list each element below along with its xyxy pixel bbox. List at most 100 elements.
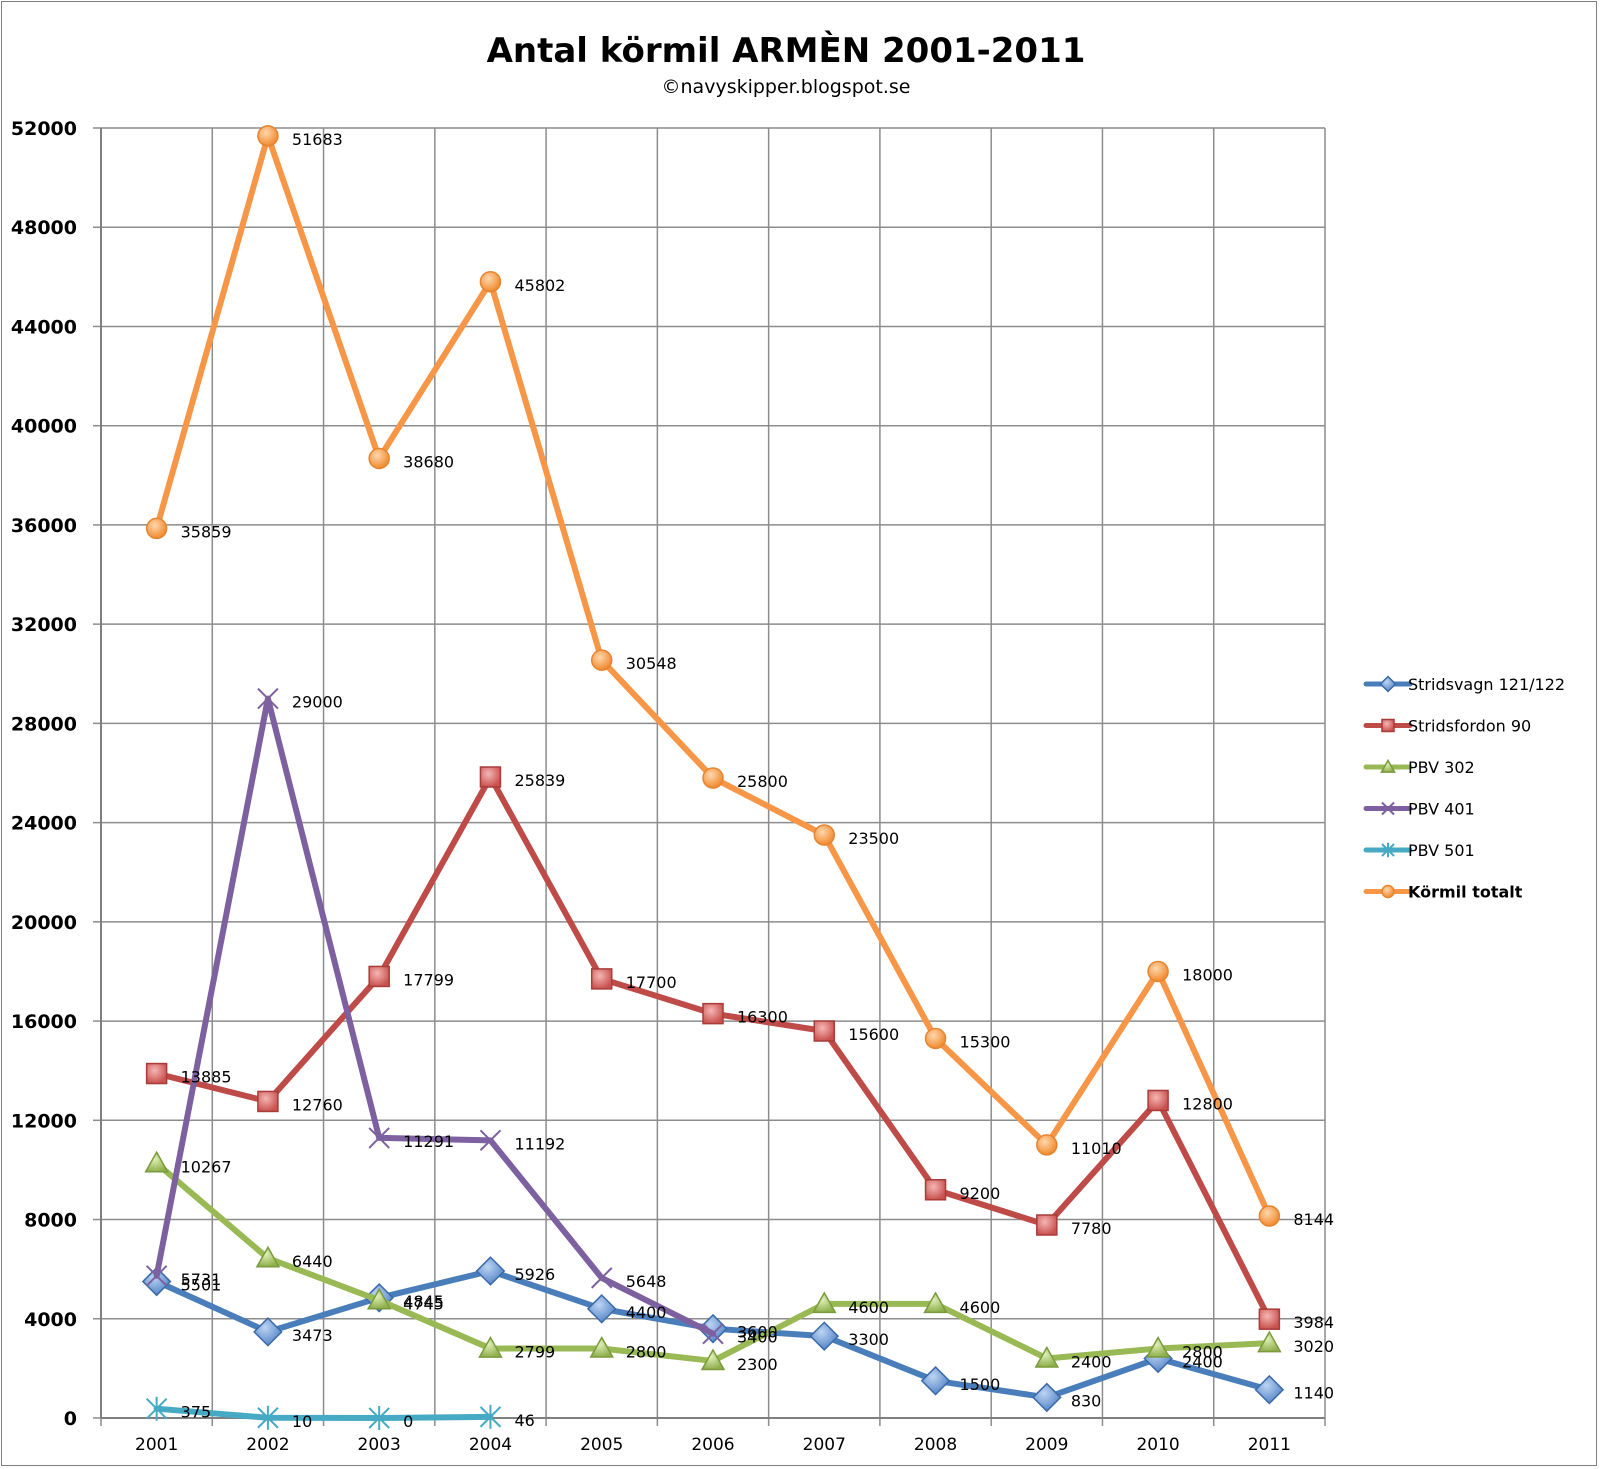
data-label: 10 <box>292 1412 312 1431</box>
data-label: 2400 <box>1071 1352 1112 1371</box>
data-label: 1500 <box>960 1375 1001 1394</box>
data-label: 17700 <box>626 973 677 992</box>
y-tick-label: 48000 <box>11 217 77 239</box>
data-point <box>368 447 390 470</box>
marker-stroke <box>702 1322 724 1345</box>
data-label: 3020 <box>1293 1337 1334 1356</box>
y-tick-label: 0 <box>64 1408 77 1430</box>
data-point <box>478 1336 503 1358</box>
data-label: 35859 <box>181 522 232 541</box>
x-axis-ticks: 2001 2002 2003 2004 2005 2006 2007 2008 2009 2010… <box>135 1435 1291 1455</box>
data-point <box>145 1396 168 1421</box>
legend-marker <box>1381 801 1395 816</box>
data-label: 4400 <box>626 1303 667 1322</box>
x-tick-label: 2004 <box>469 1435 512 1455</box>
data-point <box>1258 1205 1281 1227</box>
y-axis-ticks: 0 4000 8000 12000 16000 20000 24000 28000 32000 3… <box>11 118 77 1430</box>
data-point <box>1032 1382 1062 1413</box>
y-tick-label: 44000 <box>11 316 77 338</box>
data-point <box>590 649 613 671</box>
data-point <box>479 1129 502 1152</box>
data-label: 3400 <box>737 1328 778 1347</box>
data-point <box>1036 1214 1058 1236</box>
data-label: 25800 <box>737 772 788 791</box>
data-point <box>1258 1308 1281 1330</box>
data-label: 11291 <box>403 1132 454 1151</box>
y-tick-label: 28000 <box>11 713 77 735</box>
data-label: 2400 <box>1182 1352 1223 1371</box>
data-point <box>702 1322 724 1345</box>
data-point <box>589 1336 615 1358</box>
data-point <box>255 1245 281 1268</box>
data-point <box>1257 1330 1282 1353</box>
data-point <box>591 1267 613 1289</box>
data-label: 13885 <box>181 1068 232 1087</box>
series-pbv-501 <box>145 1396 502 1430</box>
chart-title: Antal körmil ARMÈN 2001-2011 <box>487 30 1086 71</box>
legend-label: PBV 302 <box>1408 758 1475 777</box>
x-tick-label: 2006 <box>691 1435 734 1455</box>
data-point <box>145 1265 168 1287</box>
y-tick-label: 32000 <box>11 614 77 636</box>
marker-stroke <box>479 1129 502 1152</box>
data-label: 4845 <box>403 1292 444 1311</box>
data-point <box>368 965 390 988</box>
data-point <box>920 1365 951 1396</box>
legend-label: Stridsfordon 90 <box>1408 717 1531 736</box>
data-label: 29000 <box>292 693 343 712</box>
legend-marker <box>1379 675 1397 693</box>
data-label: 12760 <box>292 1095 343 1114</box>
data-point <box>923 1291 948 1314</box>
y-tick-label: 24000 <box>11 813 77 835</box>
data-point <box>813 824 836 846</box>
data-label: 4600 <box>960 1298 1001 1317</box>
data-label: 2799 <box>514 1343 555 1362</box>
marker-stroke <box>368 1127 390 1149</box>
data-point <box>141 1266 172 1297</box>
data-label: 1140 <box>1293 1384 1334 1403</box>
legend-label: Körmil totalt <box>1408 883 1523 902</box>
series-pbv-401 <box>145 687 724 1345</box>
data-label: 2300 <box>737 1355 778 1374</box>
series-k-rmil-totalt <box>145 125 1281 1227</box>
data-point <box>479 766 502 788</box>
data-point <box>257 1405 279 1430</box>
data-point <box>479 271 502 293</box>
data-label: 23500 <box>848 829 899 848</box>
data-point <box>1036 1134 1058 1156</box>
data-label: 15600 <box>848 1025 899 1044</box>
data-point <box>144 1150 169 1173</box>
data-point <box>366 1287 392 1310</box>
data-point <box>1147 960 1169 983</box>
legend-item: PBV 401 <box>1363 800 1475 819</box>
data-label: 4600 <box>848 1298 889 1317</box>
data-label: 7780 <box>1071 1219 1112 1238</box>
data-label: 2800 <box>626 1343 667 1362</box>
legend-item: Körmil totalt <box>1363 883 1523 902</box>
data-label: 11192 <box>514 1134 565 1153</box>
legend-label: PBV 401 <box>1408 800 1475 819</box>
data-label: 46 <box>514 1411 534 1430</box>
y-tick-label: 12000 <box>11 1110 77 1132</box>
legend-item: PBV 302 <box>1363 758 1475 777</box>
series-stridsvagn-121-122 <box>141 1256 1285 1413</box>
data-point <box>1254 1374 1285 1405</box>
legend-item: Stridsvagn 121/122 <box>1363 675 1565 694</box>
data-label: 2800 <box>1182 1343 1223 1362</box>
data-point <box>924 1027 947 1050</box>
data-label: 375 <box>181 1403 212 1422</box>
data-label: 3300 <box>848 1330 889 1349</box>
x-tick-label: 2008 <box>914 1435 957 1455</box>
chart-subtitle: ©navyskipper.blogspot.se <box>662 76 911 98</box>
data-point <box>145 1062 168 1085</box>
legend-item: Stridsfordon 90 <box>1363 717 1531 736</box>
data-point <box>700 1348 726 1371</box>
legend-marker <box>1380 758 1396 773</box>
y-tick-label: 52000 <box>11 118 77 140</box>
x-tick-label: 2003 <box>358 1435 401 1455</box>
data-point <box>1034 1345 1060 1368</box>
marker-stroke <box>145 1265 168 1287</box>
data-point <box>368 1127 390 1149</box>
